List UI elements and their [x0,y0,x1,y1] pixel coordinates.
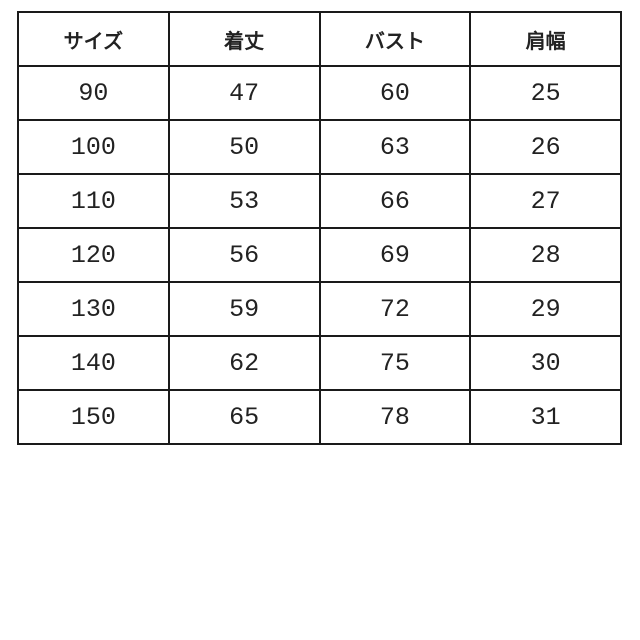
cell-length: 62 [167,335,321,391]
cell-shoulder: 25 [469,65,622,121]
header-size: サイズ [17,11,170,67]
table-row: 120 56 69 28 [17,227,622,283]
cell-size: 130 [17,281,170,337]
table-row: 100 50 63 26 [17,119,622,175]
cell-bust: 69 [318,227,472,283]
cell-bust: 75 [318,335,472,391]
cell-size: 90 [17,65,170,121]
cell-bust: 78 [318,389,472,445]
cell-shoulder: 29 [469,281,622,337]
table-row: 150 65 78 31 [17,389,622,445]
cell-length: 56 [167,227,321,283]
table-row: 110 53 66 27 [17,173,622,229]
header-length: 着丈 [167,11,321,67]
cell-length: 59 [167,281,321,337]
cell-length: 50 [167,119,321,175]
cell-bust: 72 [318,281,472,337]
header-shoulder: 肩幅 [469,11,622,67]
cell-size: 100 [17,119,170,175]
cell-shoulder: 26 [469,119,622,175]
cell-size: 150 [17,389,170,445]
cell-length: 65 [167,389,321,445]
table-row: 140 62 75 30 [17,335,622,391]
cell-shoulder: 31 [469,389,622,445]
header-row: サイズ 着丈 バスト 肩幅 [17,11,622,67]
cell-size: 120 [17,227,170,283]
table-row: 130 59 72 29 [17,281,622,337]
table-row: 90 47 60 25 [17,65,622,121]
cell-shoulder: 27 [469,173,622,229]
header-bust: バスト [318,11,472,67]
cell-shoulder: 30 [469,335,622,391]
cell-bust: 63 [318,119,472,175]
size-chart-table: サイズ 着丈 バスト 肩幅 90 47 60 25 100 50 63 26 110 53 66 27… [17,11,622,445]
cell-size: 110 [17,173,170,229]
cell-length: 47 [167,65,321,121]
cell-bust: 60 [318,65,472,121]
cell-size: 140 [17,335,170,391]
cell-bust: 66 [318,173,472,229]
cell-shoulder: 28 [469,227,622,283]
cell-length: 53 [167,173,321,229]
